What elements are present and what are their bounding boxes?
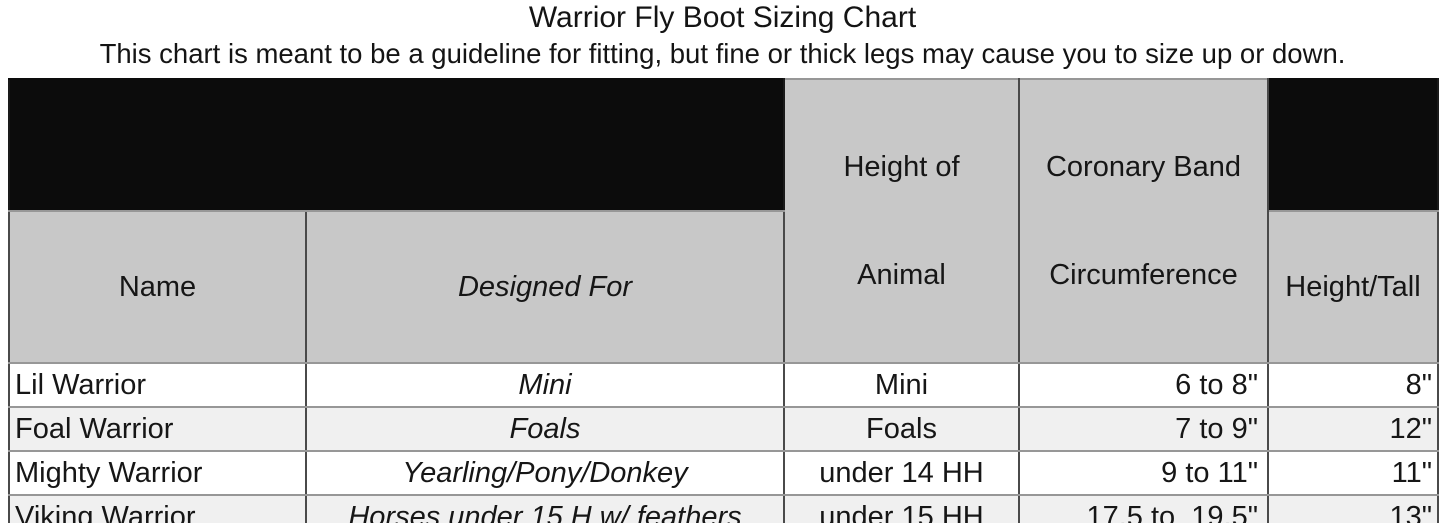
header-name: Name xyxy=(8,210,307,364)
cell-designed-for: Mini xyxy=(305,362,785,408)
cell-coronary-band: 7 to 9" xyxy=(1018,406,1269,452)
header-height-tall: Height/Tall xyxy=(1267,210,1439,364)
table-row: Foal Warrior Foals Foals 7 to 9" 12" xyxy=(8,406,1439,452)
header-height-of-animal: Height of Animal xyxy=(783,78,1020,364)
cell-height-tall: 11" xyxy=(1267,450,1439,496)
table-row: Mighty Warrior Yearling/Pony/Donkey unde… xyxy=(8,450,1439,496)
table-header: Height of Animal Coronary Band Circumfer… xyxy=(8,77,1439,364)
cell-designed-for: Yearling/Pony/Donkey xyxy=(305,450,785,496)
header-height-of-animal-line2: Animal xyxy=(857,259,946,291)
cell-coronary-band: 9 to 11" xyxy=(1018,450,1269,496)
table-row: Viking Warrior Horses under 15 H w/ feat… xyxy=(8,494,1439,523)
header-black-spacer-left xyxy=(8,77,785,213)
header-black-spacer-right xyxy=(1267,77,1439,213)
cell-coronary-band: 6 to 8" xyxy=(1018,362,1269,408)
table-row: Lil Warrior Mini Mini 6 to 8" 8" xyxy=(8,362,1439,408)
sizing-table: Height of Animal Coronary Band Circumfer… xyxy=(8,77,1439,523)
header-designed-for: Designed For xyxy=(305,210,785,364)
cell-coronary-band: 17.5 to 19.5" xyxy=(1018,494,1269,523)
header-row-labels: Name Designed For Height/Tall xyxy=(8,210,1439,364)
cell-name: Lil Warrior xyxy=(8,362,307,408)
cell-height-tall: 8" xyxy=(1267,362,1439,408)
header-coronary-band-line1: Coronary Band xyxy=(1045,151,1242,183)
header-coronary-band-line2: Circumference xyxy=(1049,259,1238,291)
header-height-of-animal-line1: Height of xyxy=(843,151,960,183)
cell-designed-for: Foals xyxy=(305,406,785,452)
cell-height-tall: 12" xyxy=(1267,406,1439,452)
page-title: Warrior Fly Boot Sizing Chart xyxy=(528,1,917,34)
header-coronary-band-circumference: Coronary Band Circumference xyxy=(1018,78,1269,364)
table-body: Lil Warrior Mini Mini 6 to 8" 8" Foal Wa… xyxy=(8,362,1439,523)
header-row-top: Height of Animal Coronary Band Circumfer… xyxy=(8,77,1439,364)
cell-height-of-animal: under 14 HH xyxy=(783,450,1020,496)
cell-height-tall: 13" xyxy=(1267,494,1439,523)
cell-name: Foal Warrior xyxy=(8,406,307,452)
cell-name: Mighty Warrior xyxy=(8,450,307,496)
cell-height-of-animal: under 15 HH xyxy=(783,494,1020,523)
cell-height-of-animal: Foals xyxy=(783,406,1020,452)
cell-name: Viking Warrior xyxy=(8,494,307,523)
cell-height-of-animal: Mini xyxy=(783,362,1020,408)
page-subtitle: This chart is meant to be a guideline fo… xyxy=(99,38,1346,69)
cell-designed-for: Horses under 15 H w/ feathers xyxy=(305,494,785,523)
